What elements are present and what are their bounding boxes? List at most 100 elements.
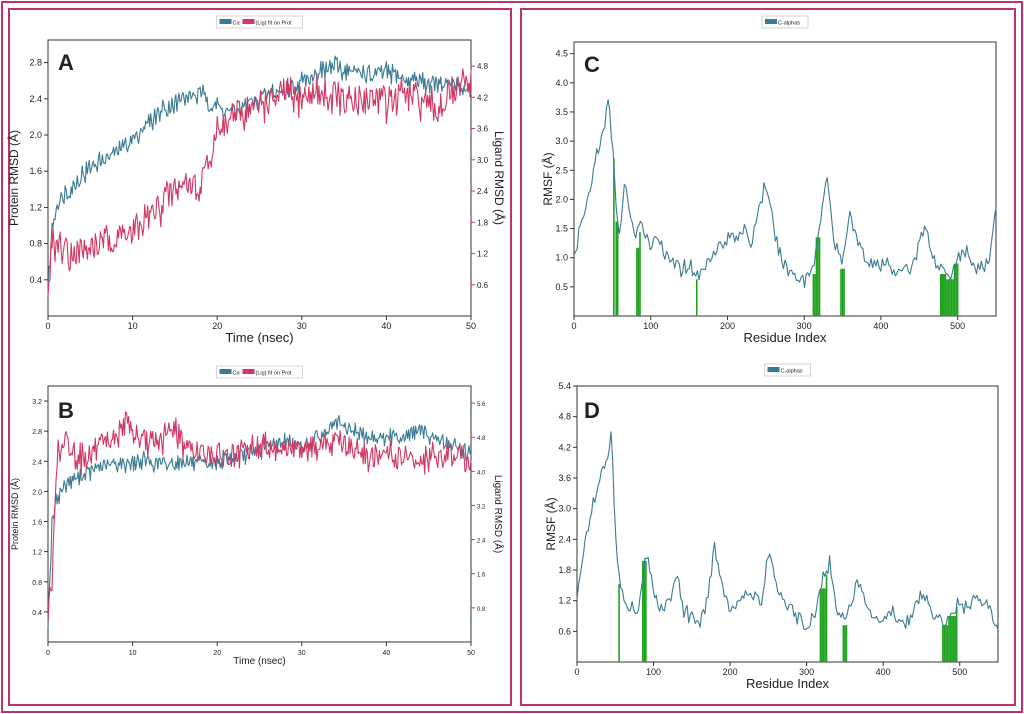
- y2-tick-label: 2.4: [477, 187, 489, 196]
- y-tick-label: 2.0: [555, 194, 568, 204]
- y2-tick-label: 4.8: [477, 62, 489, 71]
- y-tick-label: 4.0: [555, 78, 568, 88]
- y-tick-label: 2.8: [32, 429, 42, 436]
- legend-box: [216, 365, 303, 379]
- legend: Cα (Lig) fit on Prot: [216, 15, 303, 29]
- y2-tick-label: 1.6: [477, 573, 486, 579]
- legend-label: Cα: [233, 371, 241, 377]
- legend-swatch-ligand: [242, 19, 255, 24]
- x-tick-label: 10: [129, 650, 137, 657]
- y-tick-label: 5.4: [558, 381, 571, 391]
- y-axis-label: RMSF (Å): [540, 152, 555, 205]
- legend: C-alphas: [764, 363, 811, 377]
- legend-box: [216, 15, 303, 29]
- y-tick-label: 0.4: [29, 275, 42, 285]
- y2-tick-label: 4.2: [477, 93, 489, 102]
- legend-label: C-alphas: [781, 369, 803, 375]
- panel-label: D: [584, 398, 600, 423]
- y-tick-label: 3.6: [558, 473, 571, 483]
- x-tick-label: 400: [876, 667, 891, 677]
- x-tick-label: 500: [952, 667, 967, 677]
- y-tick-label: 4.5: [555, 49, 568, 59]
- chart-panel-a: 0 10 20 30 40 50 0.4 0.8 1.2 1.6 2.0 2.4 2.8 0.6 1.2 1.…: [6, 15, 507, 345]
- y2-tick-label: 0.8: [477, 607, 486, 613]
- y-tick-label: 4.8: [558, 412, 571, 422]
- x-tick-label: 300: [797, 321, 812, 331]
- left-panel-border: [8, 8, 512, 706]
- y2-tick-label: 3.0: [477, 156, 489, 165]
- y-axis-label: RMSF (Å): [543, 497, 558, 550]
- legend-label: Cα: [233, 21, 241, 27]
- y-tick-label: 4.2: [558, 442, 571, 452]
- y-tick-label: 1.8: [558, 565, 571, 575]
- y-tick-label: 2.4: [32, 459, 42, 466]
- y-tick-label: 0.8: [32, 580, 42, 587]
- y-tick-label: 1.2: [558, 596, 571, 606]
- y2-axis-label: Ligand RMSD (Å): [492, 475, 505, 553]
- right-panel-border: [520, 8, 1016, 706]
- y-tick-label: 1.0: [555, 253, 568, 263]
- y-tick-label: 2.0: [29, 130, 42, 140]
- y-tick-label: 1.2: [32, 550, 42, 557]
- y-tick-label: 1.6: [29, 166, 42, 176]
- x-tick-label: 20: [212, 321, 222, 331]
- panel-label: A: [58, 50, 74, 75]
- x-axis-label: Residue Index: [743, 330, 827, 345]
- y-tick-label: 1.2: [29, 202, 42, 212]
- x-tick-label: 200: [723, 667, 738, 677]
- y-tick-label: 2.0: [32, 489, 42, 496]
- y-tick-label: 3.5: [555, 107, 568, 117]
- x-tick-label: 40: [381, 321, 391, 331]
- y-tick-label: 2.4: [558, 534, 571, 544]
- x-tick-label: 50: [466, 321, 476, 331]
- series-line-1: [47, 411, 472, 622]
- y-tick-label: 0.8: [29, 239, 42, 249]
- y2-tick-label: 1.2: [477, 250, 489, 259]
- legend: C-alphas: [761, 15, 809, 29]
- x-tick-label: 100: [646, 667, 661, 677]
- y-tick-label: 2.5: [555, 165, 568, 175]
- y2-tick-label: 3.2: [477, 504, 486, 510]
- legend-swatch-protein: [219, 369, 232, 374]
- y2-tick-label: 0.6: [477, 281, 489, 290]
- y2-tick-label: 1.8: [477, 218, 489, 227]
- legend-label: (Lig) fit on Prot: [256, 371, 293, 377]
- series-line-1: [47, 68, 472, 297]
- panel-label: B: [58, 398, 74, 423]
- y-tick-label: 0.6: [558, 626, 571, 636]
- y-tick-label: 2.8: [29, 58, 42, 68]
- y-axis-label: Protein RMSD (Å): [6, 130, 21, 226]
- plot-area: [47, 385, 472, 643]
- x-tick-label: 300: [799, 667, 814, 677]
- x-tick-label: 0: [46, 650, 50, 657]
- y-axis-label: Protein RMSD (Å): [10, 478, 20, 550]
- x-tick-label: 20: [213, 650, 221, 657]
- x-axis-label: Time (nsec): [233, 656, 285, 667]
- y-tick-label: 0.5: [555, 282, 568, 292]
- chart-panel-b: 0 10 20 30 40 50 0.4 0.8 1.2 1.6 2.0 2.4 2.8 3.2 0.8 1.…: [10, 365, 505, 667]
- plot-area: [573, 41, 997, 317]
- x-tick-label: 30: [297, 321, 307, 331]
- x-axis-label: Residue Index: [746, 676, 830, 691]
- x-tick-label: 10: [128, 321, 138, 331]
- y-tick-label: 0.4: [32, 610, 42, 617]
- y2-tick-label: 2.4: [477, 539, 486, 545]
- x-tick-label: 100: [643, 321, 658, 331]
- legend-swatch-ligand: [242, 369, 255, 374]
- legend-label: C-alphas: [778, 21, 800, 27]
- x-tick-label: 40: [383, 650, 391, 657]
- y2-tick-label: 3.6: [477, 125, 489, 134]
- series-line-0: [576, 431, 999, 631]
- series-line-0: [573, 99, 997, 289]
- legend-label: (Lig) fit on Prot: [256, 21, 293, 27]
- y-tick-label: 1.6: [32, 520, 42, 527]
- y2-tick-label: 5.6: [477, 402, 486, 408]
- x-tick-label: 0: [571, 321, 576, 331]
- x-tick-label: 200: [720, 321, 735, 331]
- x-tick-label: 500: [950, 321, 965, 331]
- y2-axis-label: Ligand RMSD (Å): [492, 131, 507, 225]
- legend-swatch: [765, 19, 777, 24]
- y2-tick-label: 4.0: [477, 470, 486, 476]
